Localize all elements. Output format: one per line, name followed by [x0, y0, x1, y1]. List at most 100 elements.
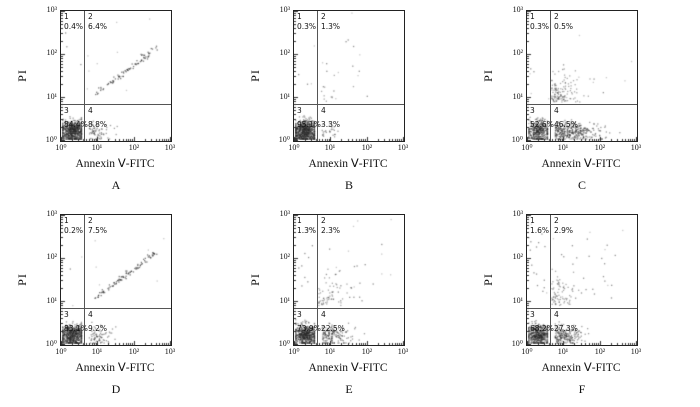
quadrant-3-percent: 73.9% [297, 324, 321, 333]
scatter-points-canvas [61, 11, 171, 141]
quadrant-3-percent: 84.4% [64, 120, 88, 129]
x-tick-label: 10³ [397, 347, 409, 356]
x-tick-label: 10² [594, 347, 606, 356]
gate-horizontal-line [61, 104, 171, 105]
y-tick-label: 10⁰ [278, 339, 290, 348]
gate-horizontal-line [61, 308, 171, 309]
y-tick-label: 10⁰ [45, 135, 57, 144]
x-tick-label: 10³ [630, 347, 642, 356]
x-tick-label: 10¹ [557, 143, 569, 152]
quadrant-3-percent: 95.1% [297, 120, 321, 129]
quadrant-4-percent: 8.8% [88, 120, 108, 129]
y-tick-label: 10³ [512, 5, 523, 14]
quadrant-1-number: 1 [64, 216, 69, 225]
quadrant-1-percent: 1.3% [297, 226, 317, 235]
y-tick-label: 10¹ [512, 296, 523, 305]
quadrant-2-percent: 6.4% [88, 22, 108, 31]
gate-horizontal-line [294, 308, 404, 309]
plot-area: 1 1.6% 2 2.9% 3 68.2% 4 27.3% [526, 214, 638, 346]
scatter-points-canvas [294, 215, 404, 345]
quadrant-2-percent: 2.3% [321, 226, 341, 235]
panel-letter: F [578, 382, 586, 396]
quadrant-2-number: 2 [554, 216, 559, 225]
y-tick-label: 10⁰ [511, 339, 523, 348]
gate-vertical-line [317, 11, 318, 141]
x-tick-label: 10² [128, 143, 140, 152]
scatter-points-canvas [527, 215, 637, 345]
y-axis-title: PI [247, 69, 262, 82]
quadrant-1-number: 1 [530, 12, 535, 21]
x-axis-title: Annexin Ⅴ-FITC [75, 362, 155, 374]
panel-A: PI 10³ 10² 10¹ 10⁰ 1 0.4% 2 6.4% 3 84.4%… [0, 2, 233, 202]
scatter-points-canvas [294, 11, 404, 141]
x-tick-label: 10⁰ [288, 347, 300, 356]
x-axis-title: Annexin Ⅴ-FITC [75, 158, 155, 170]
gate-vertical-line [84, 215, 85, 345]
quadrant-3-percent: 52.6% [530, 120, 554, 129]
y-axis-title: PI [247, 273, 262, 286]
x-tick-label: 10¹ [91, 143, 103, 152]
y-tick-label: 10¹ [512, 92, 523, 101]
panel-D: PI 10³ 10² 10¹ 10⁰ 1 0.2% 2 7.5% 3 83.1%… [0, 206, 233, 406]
panel-letter: B [344, 178, 353, 192]
x-tick-label: 10² [128, 347, 140, 356]
quadrant-4-number: 4 [554, 106, 559, 115]
panel-F: PI 10³ 10² 10¹ 10⁰ 1 1.6% 2 2.9% 3 68.2%… [466, 206, 699, 406]
x-tick-label: 10² [361, 347, 373, 356]
gate-vertical-line [317, 215, 318, 345]
plot-area: 1 0.2% 2 7.5% 3 83.1% 4 9.2% [60, 214, 172, 346]
y-tick-label: 10² [279, 252, 290, 261]
x-tick-label: 10⁰ [521, 143, 533, 152]
quadrant-4-percent: 27.3% [554, 324, 578, 333]
y-tick-label: 10² [512, 48, 523, 57]
y-tick-label: 10³ [279, 209, 290, 218]
y-tick-label: 10³ [46, 5, 57, 14]
quadrant-1-percent: 1.6% [530, 226, 550, 235]
quadrant-2-number: 2 [88, 12, 93, 21]
quadrant-4-percent: 3.3% [321, 120, 341, 129]
y-tick-label: 10⁰ [278, 135, 290, 144]
gate-horizontal-line [294, 104, 404, 105]
quadrant-1-percent: 0.3% [297, 22, 317, 31]
gate-vertical-line [550, 11, 551, 141]
quadrant-4-percent: 46.5% [554, 120, 578, 129]
quadrant-3-number: 3 [297, 106, 302, 115]
quadrant-4-percent: 22.5% [321, 324, 345, 333]
x-axis-title: Annexin Ⅴ-FITC [308, 362, 388, 374]
x-tick-label: 10⁰ [521, 347, 533, 356]
x-tick-label: 10³ [397, 143, 409, 152]
x-tick-label: 10⁰ [288, 143, 300, 152]
quadrant-1-number: 1 [530, 216, 535, 225]
y-tick-label: 10² [512, 252, 523, 261]
quadrant-3-number: 3 [297, 310, 302, 319]
x-axis-title: Annexin Ⅴ-FITC [541, 158, 621, 170]
y-axis-title: PI [14, 69, 29, 82]
quadrant-3-percent: 83.1% [64, 324, 88, 333]
y-tick-label: 10¹ [279, 296, 290, 305]
x-tick-label: 10² [594, 143, 606, 152]
y-tick-label: 10¹ [279, 92, 290, 101]
plot-area: 1 0.3% 2 0.5% 3 52.6% 4 46.5% [526, 10, 638, 142]
scatter-points-canvas [527, 11, 637, 141]
x-tick-label: 10¹ [557, 347, 569, 356]
quadrant-3-number: 3 [64, 310, 69, 319]
quadrant-2-number: 2 [321, 216, 326, 225]
quadrant-1-number: 1 [64, 12, 69, 21]
x-tick-label: 10⁰ [55, 347, 67, 356]
quadrant-2-percent: 2.9% [554, 226, 574, 235]
quadrant-4-number: 4 [321, 310, 326, 319]
y-tick-label: 10⁰ [511, 135, 523, 144]
panel-letter: E [345, 382, 353, 396]
quadrant-1-percent: 0.2% [64, 226, 84, 235]
panel-B: PI 10³ 10² 10¹ 10⁰ 1 0.3% 2 1.3% 3 95.1%… [233, 2, 466, 202]
y-tick-label: 10³ [279, 5, 290, 14]
y-axis-title: PI [480, 69, 495, 82]
x-tick-label: 10¹ [324, 347, 336, 356]
panel-letter: A [111, 178, 121, 192]
gate-horizontal-line [527, 104, 637, 105]
gate-horizontal-line [527, 308, 637, 309]
quadrant-1-number: 1 [297, 12, 302, 21]
y-tick-label: 10² [46, 252, 57, 261]
quadrant-4-number: 4 [321, 106, 326, 115]
